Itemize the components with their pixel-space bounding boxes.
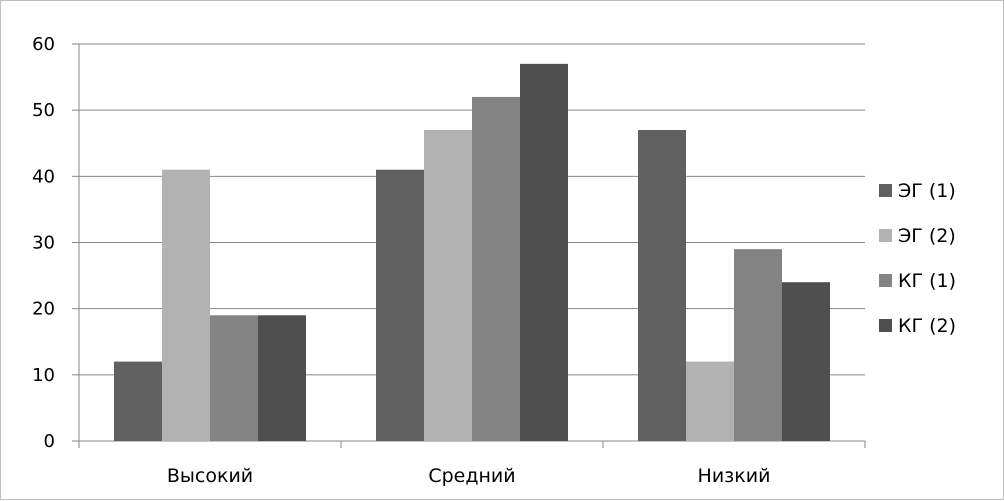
- y-tick-label: 0: [44, 431, 55, 452]
- legend-swatch: [879, 274, 892, 287]
- x-category-label: Средний: [428, 465, 515, 487]
- bar: [638, 130, 686, 441]
- legend-label: КГ (2): [898, 315, 956, 337]
- legend-label: ЭГ (2): [898, 225, 956, 247]
- bars: [114, 63, 830, 441]
- axis-labels: 0 10 20 30 40 50 60 Высокий Средний Низкий: [32, 34, 770, 487]
- bar: [472, 96, 520, 441]
- bar: [734, 249, 782, 441]
- legend-swatch: [879, 319, 892, 332]
- legend: ЭГ (1) ЭГ (2) КГ (1) КГ (2): [879, 180, 956, 337]
- y-tick-label: 50: [32, 100, 55, 121]
- legend-label: КГ (1): [898, 270, 956, 292]
- bar: [520, 63, 568, 441]
- y-tick-label: 40: [32, 166, 55, 187]
- bar: [258, 315, 306, 441]
- bar: [114, 361, 162, 441]
- bar: [686, 361, 734, 441]
- y-tick-label: 20: [32, 299, 55, 320]
- bar: [424, 130, 472, 441]
- legend-label: ЭГ (1): [898, 180, 956, 202]
- bar: [782, 282, 830, 441]
- bar: [376, 169, 424, 441]
- legend-swatch: [879, 184, 892, 197]
- bar: [210, 315, 258, 441]
- legend-swatch: [879, 229, 892, 242]
- x-category-label: Низкий: [698, 465, 771, 487]
- x-category-label: Высокий: [167, 465, 253, 487]
- bar: [162, 169, 210, 441]
- y-tick-label: 30: [32, 233, 55, 254]
- y-tick-label: 10: [32, 365, 55, 386]
- y-tick-label: 60: [32, 34, 55, 55]
